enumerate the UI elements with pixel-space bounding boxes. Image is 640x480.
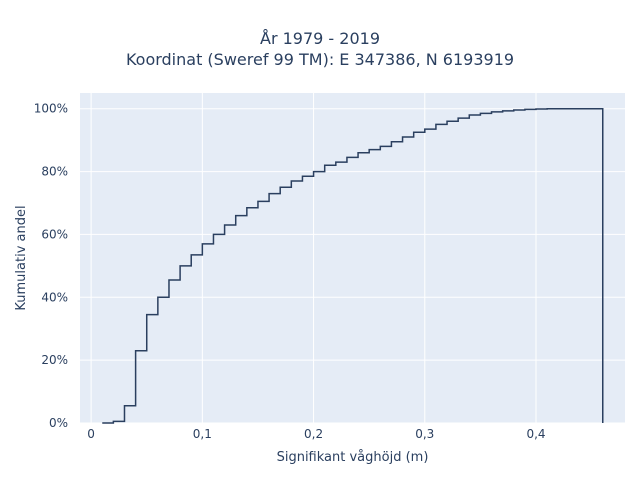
x-axis-label: Signifikant våghöjd (m) [277,450,429,465]
y-tick-label: 0% [49,416,68,430]
y-ticks: 0% 20% 40% 60% 80% 100% [34,102,68,430]
x-tick-label: 0,3 [415,427,434,441]
x-tick-label: 0,1 [193,427,212,441]
plot-background [80,93,625,423]
x-ticks: 0 0,1 0,2 0,3 0,4 [87,427,545,441]
y-tick-label: 100% [34,102,68,116]
chart-title-line2: Koordinat (Sweref 99 TM): E 347386, N 61… [125,50,515,69]
x-tick-label: 0,4 [526,427,545,441]
y-tick-label: 80% [41,165,68,179]
series-line-cdf [102,107,604,424]
y-tick-label: 20% [41,353,68,367]
y-axis-label: Kumulativ andel [14,205,29,310]
x-tick-label: 0 [87,427,95,441]
grid [80,93,625,424]
x-tick-label: 0,2 [304,427,323,441]
chart-title-line1: År 1979 - 2019 [260,29,380,48]
y-tick-label: 40% [41,290,68,304]
y-tick-label: 60% [41,227,68,241]
